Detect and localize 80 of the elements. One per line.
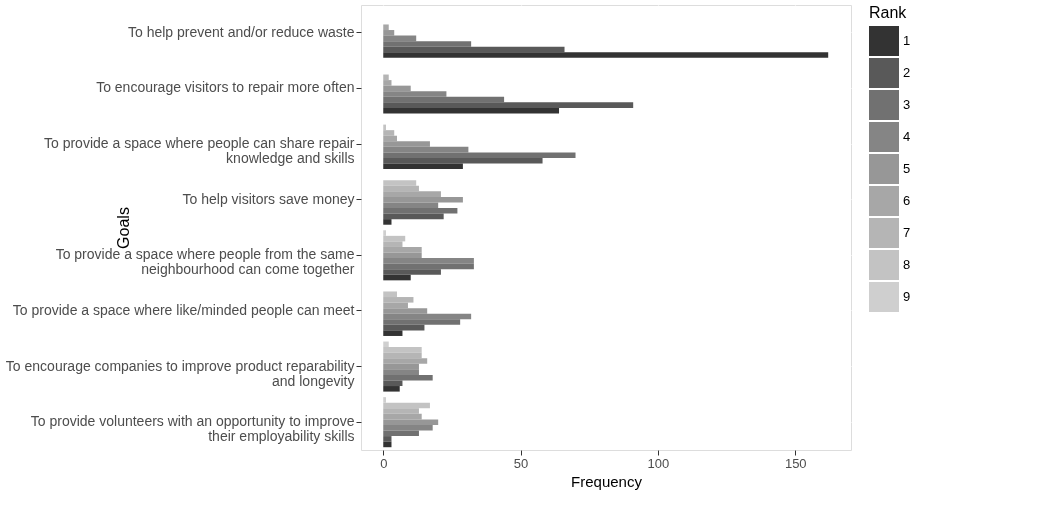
bar [383, 196, 463, 203]
bar [383, 213, 444, 220]
y-tick-label: To encourage companies to improve product reparability and longevity [5, 357, 355, 389]
bar [383, 91, 447, 97]
bar [383, 324, 425, 331]
bar [383, 130, 395, 136]
bar [383, 80, 392, 86]
bar [383, 430, 419, 437]
bar [383, 46, 565, 53]
bar [383, 291, 397, 298]
bar [383, 319, 461, 325]
legend-label: 6 [903, 193, 911, 208]
legend-label: 1 [903, 33, 911, 48]
bar [383, 297, 414, 303]
bar [383, 386, 400, 392]
bar [383, 146, 469, 153]
bar [383, 124, 386, 131]
bar [383, 252, 422, 259]
bar [383, 30, 395, 36]
bar [383, 302, 408, 309]
bar [383, 52, 829, 58]
bar [383, 191, 441, 197]
y-tick-label: To provide a space where people can share repair knowledge and skills [43, 135, 355, 167]
bar [383, 246, 422, 253]
bar [383, 352, 422, 359]
legend-label: 3 [903, 97, 911, 112]
bar [383, 163, 463, 170]
bar [383, 369, 419, 375]
y-tick-label: To encourage visitors to repair more often [96, 79, 355, 96]
legend-label: 5 [903, 161, 911, 176]
bar [383, 358, 428, 364]
bar [383, 313, 472, 320]
legend-label: 8 [903, 257, 911, 272]
bar [383, 35, 417, 42]
bar [383, 330, 403, 336]
bar [383, 241, 403, 247]
bar [383, 96, 505, 103]
x-axis-title: Frequency [571, 472, 643, 490]
y-tick-label: To help visitors save money [182, 190, 355, 207]
bar [383, 424, 433, 431]
x-tick-label: 100 [647, 455, 670, 471]
y-tick-label: To provide volunteers with an opportunity to improve their employability skills [30, 413, 355, 445]
bar [383, 258, 474, 264]
bar [383, 74, 389, 81]
x-tick-label: 50 [513, 455, 529, 471]
bar [383, 436, 392, 442]
x-tick-label: 0 [380, 455, 388, 471]
bar [383, 141, 430, 147]
x-tick-label: 150 [784, 455, 807, 471]
bar [383, 157, 543, 164]
bar [383, 380, 403, 387]
bar [383, 263, 474, 270]
bar [383, 408, 419, 414]
bar [383, 219, 392, 225]
bar [383, 374, 433, 381]
y-tick-label: To provide a space where like/minded people can meet [12, 301, 355, 318]
legend-label: 9 [903, 289, 911, 304]
y-tick-label: To help prevent and/or reduce waste [128, 23, 355, 40]
bar [383, 202, 439, 209]
bar [383, 152, 576, 158]
bar [383, 413, 422, 420]
bar [383, 274, 411, 281]
bar [383, 419, 439, 425]
bar [383, 135, 397, 142]
bar [383, 24, 389, 31]
bar [383, 185, 419, 192]
bar [383, 363, 419, 370]
legend-title: Rank [869, 4, 908, 21]
legend-label: 4 [903, 129, 911, 144]
bar [383, 180, 417, 186]
bar [383, 269, 441, 275]
legend-label: 2 [903, 65, 911, 80]
bar [383, 85, 411, 92]
y-axis-title: Goals [114, 207, 132, 249]
legend-label: 7 [903, 225, 911, 240]
bar [383, 102, 634, 108]
bar [383, 308, 428, 314]
bar [383, 41, 472, 47]
bar [383, 208, 458, 214]
bar [383, 107, 560, 114]
